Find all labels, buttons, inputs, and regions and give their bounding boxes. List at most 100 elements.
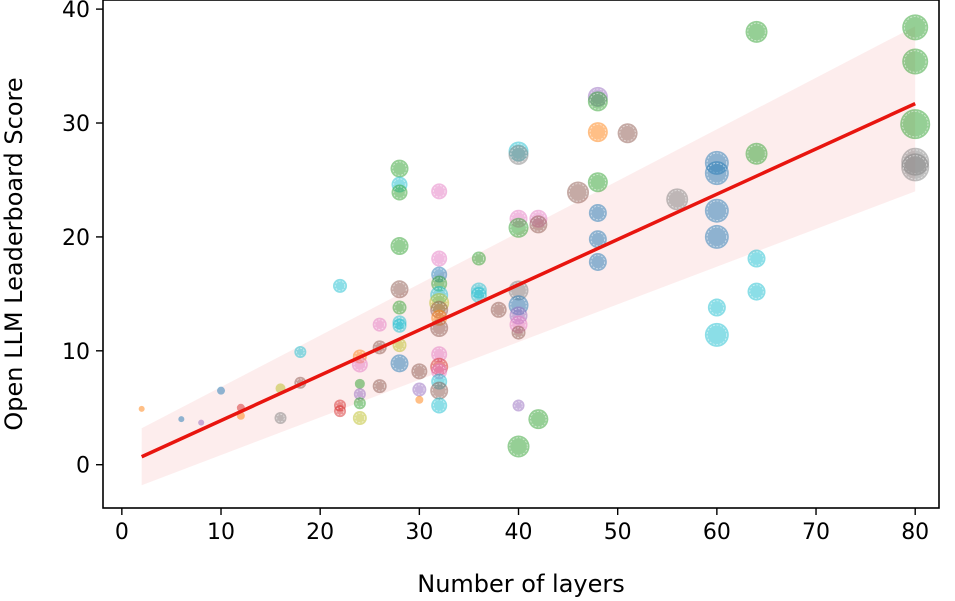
data-point	[588, 252, 607, 271]
data-point-ring	[747, 144, 766, 164]
data-point-ring	[296, 347, 305, 357]
data-point-ring	[335, 401, 345, 410]
data-point	[390, 280, 409, 299]
data-point-ring	[901, 110, 929, 138]
data-point-ring	[530, 410, 547, 428]
data-point-ring	[590, 231, 606, 247]
data-point-ring	[749, 284, 764, 299]
confidence-band	[141, 26, 916, 486]
data-point	[354, 378, 365, 389]
data-point-ring	[531, 217, 546, 232]
data-point-ring	[492, 303, 505, 317]
data-point	[587, 122, 608, 143]
data-point-ring	[706, 226, 728, 248]
data-point	[617, 123, 638, 144]
data-point-ring	[709, 300, 725, 315]
data-point-ring	[355, 389, 365, 399]
data-point-ring	[473, 253, 485, 264]
data-point	[217, 386, 226, 395]
data-point	[507, 435, 530, 458]
data-point-ring	[393, 186, 406, 199]
data-point	[900, 109, 931, 140]
plot-frame	[102, 0, 940, 509]
data-point	[529, 215, 548, 234]
data-point-ring	[589, 173, 607, 191]
data-point-ring	[392, 161, 407, 176]
y-tick-label: 30	[62, 112, 90, 137]
data-point	[430, 381, 449, 400]
data-point	[390, 354, 409, 373]
trend-line	[140, 102, 916, 459]
data-point-ring	[589, 123, 607, 141]
data-point-ring	[392, 282, 407, 297]
x-tick-label: 40	[505, 520, 533, 545]
data-point	[747, 249, 766, 268]
data-point-ring	[394, 320, 405, 332]
data-point	[901, 153, 930, 182]
data-point	[745, 142, 768, 165]
data-point-ring	[619, 125, 636, 142]
x-tick-label: 50	[604, 520, 632, 545]
data-point-ring	[667, 190, 687, 209]
data-point	[390, 159, 409, 178]
data-point	[138, 405, 145, 412]
data-point	[415, 395, 424, 404]
data-point	[902, 48, 929, 75]
y-tick-label: 10	[62, 340, 90, 365]
data-point-ring	[414, 384, 425, 395]
data-point-ring	[353, 358, 367, 371]
data-point-ring	[432, 252, 446, 265]
x-tick-label: 60	[703, 520, 731, 545]
data-point-ring	[413, 365, 426, 378]
x-tick-label: 0	[115, 520, 129, 545]
data-point-ring	[510, 146, 527, 164]
data-point	[588, 203, 607, 222]
data-point-ring	[568, 183, 588, 202]
data-point-ring	[432, 185, 446, 198]
data-point	[390, 237, 409, 256]
data-point-ring	[334, 280, 346, 292]
x-tick-label: 80	[901, 520, 929, 545]
y-axis-label: Open LLM Leaderboard Score	[0, 77, 28, 430]
data-point-ring	[335, 406, 345, 416]
data-point-ring	[509, 437, 528, 456]
y-tick-label: 20	[62, 226, 90, 251]
data-point	[508, 144, 529, 165]
data-point-ring	[706, 162, 728, 184]
data-point	[178, 416, 185, 423]
data-point	[528, 409, 549, 430]
data-point	[704, 322, 729, 347]
y-tick-label: 0	[76, 454, 90, 479]
data-point	[587, 91, 608, 112]
points-layer	[138, 14, 931, 458]
x-axis-ticks: 0 10 20 30 40 50 60 70 80	[115, 508, 929, 545]
data-point-ring	[394, 302, 405, 313]
data-point-ring	[747, 22, 766, 42]
data-point-ring	[903, 50, 927, 73]
trend-line-layer	[140, 102, 916, 459]
data-point-ring	[374, 380, 385, 392]
x-tick-label: 10	[207, 520, 235, 545]
x-tick-label: 20	[306, 520, 334, 545]
data-point-ring	[706, 324, 728, 346]
x-tick-label: 70	[802, 520, 830, 545]
data-point-ring	[589, 93, 607, 110]
data-point	[707, 298, 726, 317]
data-point	[745, 20, 768, 43]
x-axis-label: Number of layers	[417, 570, 625, 598]
data-point-ring	[431, 383, 447, 398]
data-point-ring	[472, 288, 486, 302]
x-tick-label: 30	[405, 520, 433, 545]
data-point	[587, 172, 608, 193]
data-point	[198, 419, 205, 426]
data-point-ring	[514, 401, 523, 410]
data-point-ring	[392, 238, 407, 254]
data-point	[704, 161, 729, 186]
data-point	[567, 181, 590, 204]
data-point-ring	[354, 412, 366, 424]
data-point-ring	[749, 251, 764, 266]
data-point-ring	[590, 254, 606, 270]
data-point	[508, 217, 529, 238]
